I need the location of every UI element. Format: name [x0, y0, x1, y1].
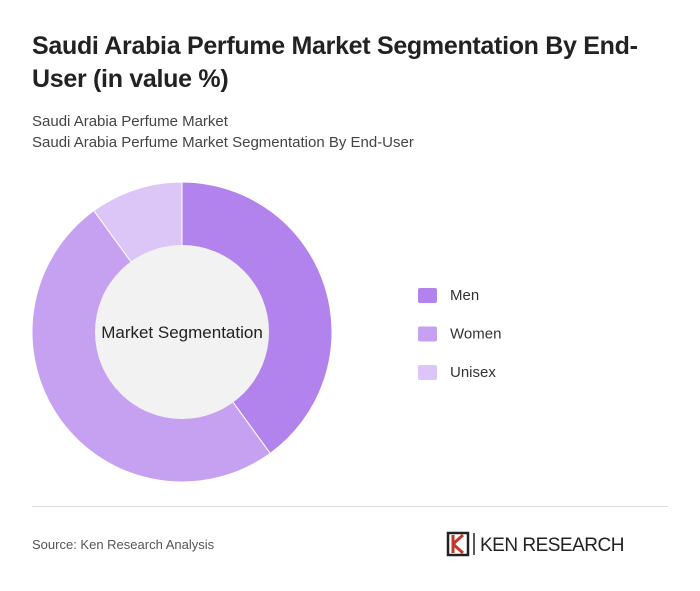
- source: Source: Ken Research Analysis: [32, 537, 215, 552]
- legend-label: Men: [450, 287, 479, 304]
- subtitle: Saudi Arabia Perfume Market: [32, 113, 228, 130]
- brand-logo: KEN RESEARCH: [446, 531, 624, 557]
- legend-swatch: [418, 326, 437, 342]
- chart-title: Saudi Arabia Perfume Market Segmentation…: [32, 32, 638, 93]
- donut-hole: [95, 245, 269, 419]
- legend-label: Unisex: [450, 364, 496, 381]
- brand-name: KEN RESEARCH: [480, 535, 624, 556]
- logo-k: [451, 533, 465, 555]
- center-label: Market Segmentation: [101, 323, 263, 342]
- logo-frame: [446, 531, 470, 557]
- legend-swatch: [418, 288, 437, 303]
- legend-swatch: [418, 365, 437, 380]
- subtitle: Saudi Arabia Perfume Market Segmentation…: [32, 134, 414, 151]
- legend-label: Women: [450, 326, 501, 343]
- divider: [32, 506, 668, 507]
